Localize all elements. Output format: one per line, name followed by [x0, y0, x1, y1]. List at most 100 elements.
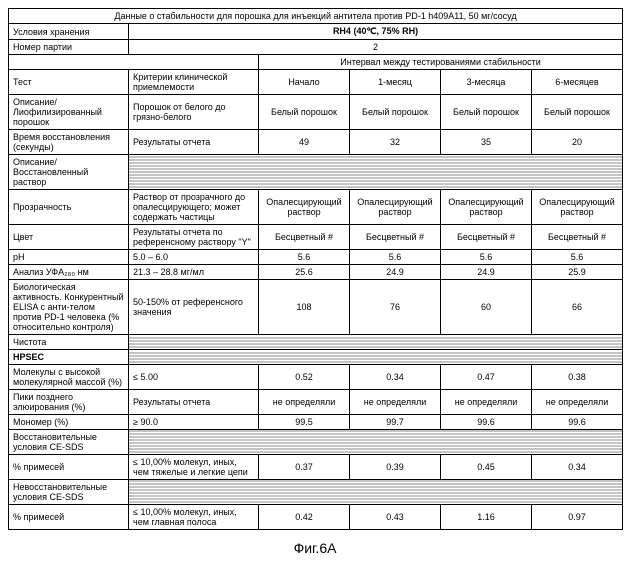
criteria-cell: Результаты отчета по референсному раство… [129, 225, 259, 250]
value-cell: 25.6 [259, 265, 350, 280]
value-cell: 99.6 [441, 415, 532, 430]
value-cell: 5.6 [441, 250, 532, 265]
value-cell: 0.52 [259, 365, 350, 390]
value-cell: 24.9 [441, 265, 532, 280]
title-row: Данные о стабильности для порошка для ин… [9, 9, 623, 24]
criteria-cell: ≤ 5.00 [129, 365, 259, 390]
criteria-cell: Результаты отчета [129, 130, 259, 155]
criteria-cell: ≤ 10,00% молекул, иных, чем главная поло… [129, 505, 259, 530]
hatched-cell [129, 430, 623, 455]
value-cell: 24.9 [350, 265, 441, 280]
row-label: pH [9, 250, 129, 265]
value-cell: 0.34 [532, 455, 623, 480]
stability-table: Данные о стабильности для порошка для ин… [8, 8, 623, 530]
criteria-cell: ≥ 90.0 [129, 415, 259, 430]
hatched-cell [129, 350, 623, 365]
table-row: Анализ УФA₂₈₀ нм21.3 – 28.8 мг/мл25.624.… [9, 265, 623, 280]
row-label: Время восстановления (секунды) [9, 130, 129, 155]
interval-col-2: 3-месяца [441, 70, 532, 95]
row-label: Описание/ Восстановленный раствор [9, 155, 129, 190]
value-cell: 32 [350, 130, 441, 155]
hatched-cell [129, 155, 623, 190]
batch-label: Номер партии [9, 40, 129, 55]
table-row: Невосстановительные условия CE-SDS [9, 480, 623, 505]
criteria-cell: 50-150% от референсного значения [129, 280, 259, 335]
table-title: Данные о стабильности для порошка для ин… [9, 9, 623, 24]
criteria-cell: Порошок от белого до грязно-белого [129, 95, 259, 130]
value-cell: 25.9 [532, 265, 623, 280]
value-cell: 0.38 [532, 365, 623, 390]
value-cell: 76 [350, 280, 441, 335]
criteria-col-header: Критерии клинической приемлемости [129, 70, 259, 95]
value-cell: 99.7 [350, 415, 441, 430]
value-cell: 0.42 [259, 505, 350, 530]
criteria-cell: ≤ 10,00% молекул, иных, чем тяжелые и ле… [129, 455, 259, 480]
value-cell: 99.5 [259, 415, 350, 430]
row-label: Цвет [9, 225, 129, 250]
table-row: % примесей≤ 10,00% молекул, иных, чем гл… [9, 505, 623, 530]
table-row: Мономер (%)≥ 90.099.599.799.699.6 [9, 415, 623, 430]
table-row: Молекулы с высокой молекулярной массой (… [9, 365, 623, 390]
value-cell: 0.47 [441, 365, 532, 390]
figure-label: Фиг.6А [8, 540, 622, 556]
value-cell: 108 [259, 280, 350, 335]
value-cell: 5.6 [259, 250, 350, 265]
row-label: Пики позднего элюирования (%) [9, 390, 129, 415]
value-cell: Белый порошок [259, 95, 350, 130]
value-cell: Белый порошок [350, 95, 441, 130]
row-label: Чистота [9, 335, 129, 350]
value-cell: 0.39 [350, 455, 441, 480]
row-label: Восстановительные условия CE-SDS [9, 430, 129, 455]
batch-row: Номер партии 2 [9, 40, 623, 55]
value-cell: не определяли [532, 390, 623, 415]
value-cell: 0.37 [259, 455, 350, 480]
value-cell: 66 [532, 280, 623, 335]
table-row: HPSEC [9, 350, 623, 365]
value-cell: не определяли [350, 390, 441, 415]
storage-label: Условия хранения [9, 24, 129, 40]
data-rows: Описание/ Лиофилизированный порошокПорош… [9, 95, 623, 530]
storage-row: Условия хранения RH4 (40℃, 75% RH) [9, 24, 623, 40]
table-row: % примесей≤ 10,00% молекул, иных, чем тя… [9, 455, 623, 480]
table-row: pH5.0 – 6.05.65.65.65.6 [9, 250, 623, 265]
value-cell: Опалесцирующий раствор [441, 190, 532, 225]
value-cell: Белый порошок [532, 95, 623, 130]
value-cell: Опалесцирующий раствор [350, 190, 441, 225]
value-cell: Белый порошок [441, 95, 532, 130]
criteria-cell: Раствор от прозрачного до опалесцирующег… [129, 190, 259, 225]
criteria-cell: Результаты отчета [129, 390, 259, 415]
table-row: Пики позднего элюирования (%)Результаты … [9, 390, 623, 415]
hatched-cell [129, 335, 623, 350]
value-cell: Бесцветный # [350, 225, 441, 250]
criteria-cell: 5.0 – 6.0 [129, 250, 259, 265]
value-cell: 5.6 [350, 250, 441, 265]
interval-col-3: 6-месяцев [532, 70, 623, 95]
row-label: Молекулы с высокой молекулярной массой (… [9, 365, 129, 390]
table-row: Описание/ Восстановленный раствор [9, 155, 623, 190]
row-label: % примесей [9, 505, 129, 530]
interval-header-row: Интервал между тестированиями стабильнос… [9, 55, 623, 70]
value-cell: 0.45 [441, 455, 532, 480]
interval-header: Интервал между тестированиями стабильнос… [259, 55, 623, 70]
value-cell: не определяли [259, 390, 350, 415]
table-row: Восстановительные условия CE-SDS [9, 430, 623, 455]
value-cell: Опалесцирующий раствор [532, 190, 623, 225]
row-label: Биологическая активность. Конкурентный E… [9, 280, 129, 335]
value-cell: 60 [441, 280, 532, 335]
value-cell: 0.97 [532, 505, 623, 530]
value-cell: Бесцветный # [441, 225, 532, 250]
table-row: Время восстановления (секунды)Результаты… [9, 130, 623, 155]
row-label: Анализ УФA₂₈₀ нм [9, 265, 129, 280]
value-cell: Опалесцирующий раствор [259, 190, 350, 225]
table-row: ЦветРезультаты отчета по референсному ра… [9, 225, 623, 250]
table-row: Описание/ Лиофилизированный порошокПорош… [9, 95, 623, 130]
value-cell: 35 [441, 130, 532, 155]
column-header-row: Тест Критерии клинической приемлемости Н… [9, 70, 623, 95]
value-cell: Бесцветный # [532, 225, 623, 250]
value-cell: 0.34 [350, 365, 441, 390]
interval-col-0: Начало [259, 70, 350, 95]
value-cell: 5.6 [532, 250, 623, 265]
table-row: Биологическая активность. Конкурентный E… [9, 280, 623, 335]
row-label: Невосстановительные условия CE-SDS [9, 480, 129, 505]
row-label: HPSEC [9, 350, 129, 365]
